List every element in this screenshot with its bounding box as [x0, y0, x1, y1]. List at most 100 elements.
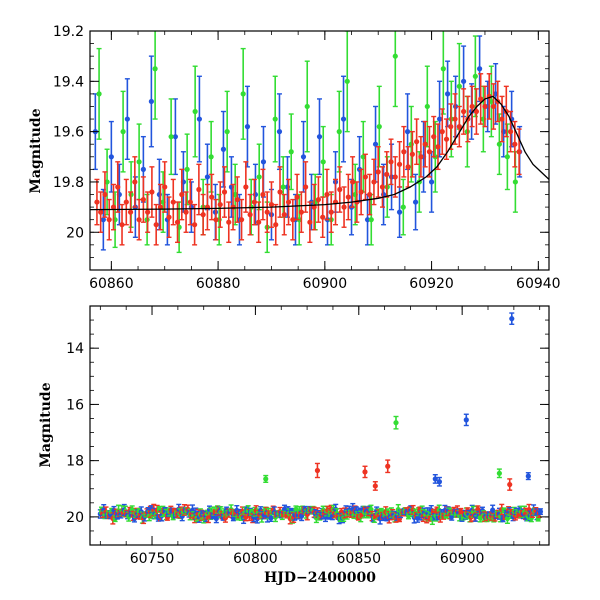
- top-series-2-point-0: [94, 178, 100, 226]
- top-series-2-point-72: [401, 125, 407, 178]
- top-series-2-point-3: [106, 198, 112, 241]
- top-series-2-point-4: [110, 183, 117, 231]
- top-series-2-point-11: [140, 176, 146, 223]
- top-y-tick-label-0: 19.2: [53, 24, 84, 40]
- top-series-0-point-38: [396, 186, 403, 238]
- top-series-1-point-12: [192, 65, 198, 158]
- top-series-2-point-45: [285, 178, 292, 226]
- top-series-2-point-59: [345, 173, 351, 221]
- bottom-outlier-point-0: [509, 312, 515, 325]
- top-series-1-point-3: [120, 90, 126, 173]
- bottom-outlier-point-3: [436, 476, 443, 487]
- top-series-1-point-20: [256, 143, 262, 211]
- top-series-2-point-49: [303, 161, 309, 213]
- top-series-2-point-36: [247, 193, 253, 236]
- top-series-2-point-15: [157, 183, 164, 231]
- bottom-panel: 60750 60800 60850 60900 14 16 18 20: [66, 305, 550, 567]
- top-series-1-point-37: [392, 31, 398, 108]
- top-series-2-point-65: [371, 158, 377, 206]
- top-series-2-point-27: [209, 173, 215, 221]
- top-series-1-point-50: [496, 113, 502, 176]
- top-series-2-point-25: [200, 193, 206, 236]
- top-y-tick-label-1: 19.4: [53, 74, 84, 90]
- top-series-2-point-23: [192, 203, 198, 246]
- top-series-0-point-13: [196, 75, 203, 163]
- top-series-2-point-1: [98, 191, 104, 233]
- top-y-tick-label-4: 20: [66, 225, 84, 241]
- top-series-1-point-31: [344, 31, 350, 133]
- top-frame: [89, 30, 550, 271]
- bottom-y-tick-label-2: 18: [66, 454, 84, 470]
- top-series-2-point-86: [461, 88, 467, 135]
- bottom-frame: [89, 305, 550, 546]
- top-series-2-point-81: [439, 108, 445, 155]
- top-series-2-point-71: [396, 140, 403, 188]
- bottom-y-tick-label-0: 14: [66, 341, 84, 357]
- top-series-2-point-29: [217, 181, 223, 228]
- top-series-2-point-41: [268, 181, 275, 228]
- top-series-0-point-19: [244, 85, 251, 168]
- top-series-2-point-40: [264, 191, 270, 233]
- top-series-2-point-21: [183, 191, 189, 233]
- top-series-0-point-4: [124, 78, 130, 161]
- top-series-2-point-77: [422, 120, 428, 168]
- top-series-0-point-35: [372, 105, 379, 183]
- top-series-2-point-85: [456, 105, 462, 148]
- top-series-2-point-24: [196, 163, 202, 216]
- top-series-1-point-49: [488, 65, 494, 138]
- top-series-1-point-16: [224, 90, 230, 173]
- top-series-2-point-34: [238, 198, 245, 241]
- top-series-1-point-24: [288, 113, 294, 191]
- top-series-2-point-73: [405, 146, 411, 188]
- top-x-tick-label-0: 60860: [89, 276, 134, 292]
- top-series-2-point-99: [516, 128, 522, 176]
- top-series-2-point-17: [166, 196, 172, 238]
- top-series-2-point-26: [204, 183, 211, 231]
- top-series-1-point-9: [168, 98, 174, 176]
- top-series-2-point-43: [277, 166, 283, 218]
- top-series-2-point-79: [431, 115, 437, 158]
- top-series-2-point-68: [384, 151, 390, 198]
- top-series-2-point-44: [281, 193, 287, 236]
- bottom-outlier-point-12: [507, 478, 513, 491]
- top-series-2-point-55: [328, 191, 334, 233]
- bottom-x-tick-label-2: 60850: [337, 551, 382, 567]
- top-panel: 60860 60880 60900 60920 60940 19.2 19.4 19.6 19.…: [53, 24, 561, 292]
- bottom-outlier-point-1: [463, 413, 469, 427]
- bottom-y-tick-label-1: 16: [66, 397, 84, 413]
- top-series-2-point-22: [187, 178, 193, 226]
- bottom-outlier-point-7: [496, 468, 502, 479]
- bottom-plot-area: [97, 312, 544, 526]
- top-series-2-point-16: [162, 161, 168, 213]
- top-series-2-point-9: [132, 156, 138, 208]
- top-series-2-point-5: [115, 161, 121, 213]
- top-series-2-point-60: [349, 156, 356, 208]
- top-series-2-point-75: [414, 118, 420, 166]
- top-series-2-point-47: [294, 173, 300, 221]
- top-series-2-point-54: [324, 168, 330, 221]
- top-series-2-point-48: [298, 191, 304, 233]
- top-series-2-point-76: [418, 135, 424, 178]
- top-series-0-point-7: [148, 55, 154, 148]
- top-series-2-point-37: [251, 178, 257, 226]
- top-series-2-point-93: [490, 83, 497, 130]
- top-series-2-point-62: [358, 168, 364, 216]
- top-series-2-point-14: [153, 203, 159, 246]
- top-series-2-point-64: [367, 173, 373, 216]
- bottom-outlier-point-9: [362, 465, 368, 479]
- top-series-1-point-18: [240, 47, 246, 140]
- top-x-tick-label-2: 60900: [303, 276, 348, 292]
- top-series-2-point-42: [273, 203, 279, 246]
- top-series-0-point-42: [428, 151, 435, 213]
- top-series-2-point-70: [392, 156, 398, 198]
- bottom-outlier-point-5: [393, 415, 399, 430]
- top-series-0-point-23: [276, 93, 283, 171]
- top-series-1-point-38: [400, 178, 406, 236]
- top-series-2-point-88: [469, 85, 475, 128]
- top-series-1-point-17: [232, 163, 238, 226]
- top-series-2-point-7: [123, 178, 129, 226]
- top-series-2-point-39: [260, 168, 266, 221]
- top-y-tick-label-3: 19.8: [53, 175, 84, 191]
- top-series-2-point-67: [379, 166, 386, 208]
- top-series-2-point-50: [307, 201, 313, 244]
